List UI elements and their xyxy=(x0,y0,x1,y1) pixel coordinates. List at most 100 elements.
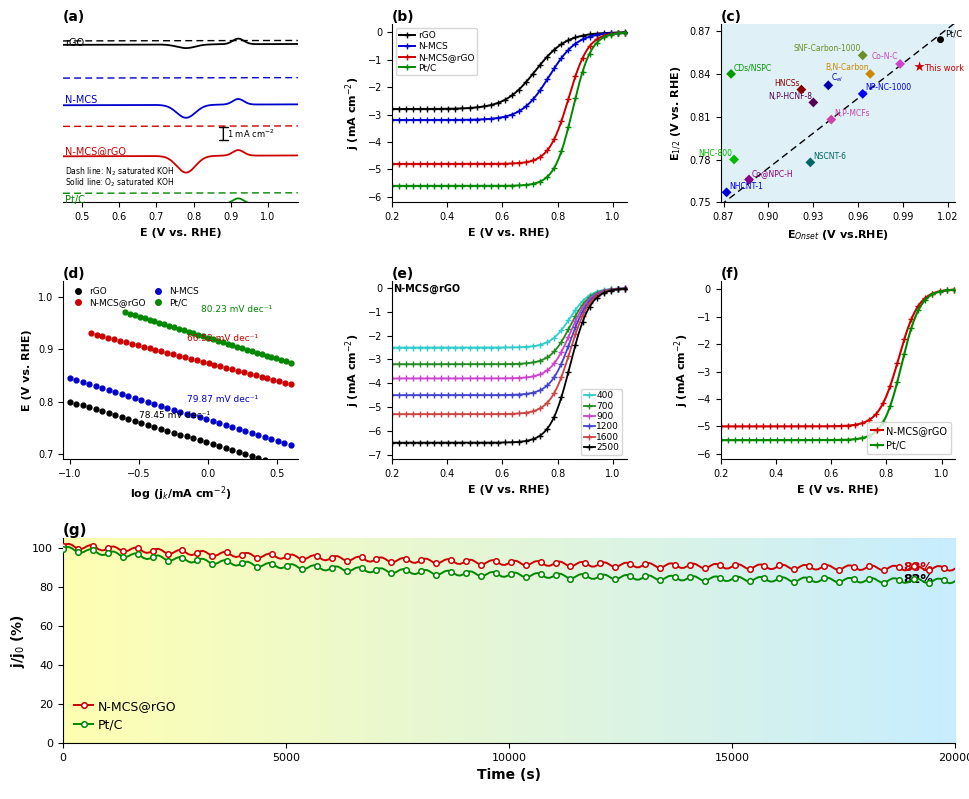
Pt/C xyxy=(241,345,253,355)
N-MCS@rGO xyxy=(414,159,425,169)
rGO xyxy=(116,412,128,422)
N-MCS@rGO xyxy=(114,336,126,346)
N-MCS@rGO xyxy=(620,28,632,38)
N-MCS xyxy=(207,416,219,426)
N-MCS@rGO xyxy=(60,539,72,549)
Pt/C xyxy=(203,333,214,343)
N-MCS xyxy=(555,54,567,63)
rGO xyxy=(414,104,425,113)
rGO xyxy=(246,451,258,461)
1200 xyxy=(479,390,490,400)
Pt/C xyxy=(158,320,170,329)
Pt/C xyxy=(212,336,224,345)
Text: 80.23 mV dec⁻¹: 80.23 mV dec⁻¹ xyxy=(201,305,272,315)
N-MCS@rGO xyxy=(168,349,179,359)
400 xyxy=(462,343,474,352)
Point xyxy=(932,34,948,46)
Text: 79.87 mV dec⁻¹: 79.87 mV dec⁻¹ xyxy=(187,395,259,403)
rGO xyxy=(83,403,95,412)
Text: B,N-Carbon: B,N-Carbon xyxy=(825,63,868,73)
N-MCS@rGO xyxy=(103,333,114,343)
700 xyxy=(386,360,397,369)
N-MCS@rGO xyxy=(807,422,819,431)
Pt/C xyxy=(861,431,873,441)
N-MCS@rGO xyxy=(285,380,297,389)
2500 xyxy=(414,438,425,447)
N-MCS@rGO xyxy=(173,351,185,360)
N-MCS@rGO xyxy=(386,159,397,169)
Pt/C xyxy=(414,181,425,191)
Text: CDs/NSPC: CDs/NSPC xyxy=(734,63,771,73)
Pt/C xyxy=(742,435,754,445)
rGO xyxy=(71,399,82,408)
Pt/C xyxy=(143,315,155,324)
X-axis label: E (V vs. RHE): E (V vs. RHE) xyxy=(140,228,221,237)
Point xyxy=(718,186,734,199)
N-MCS@rGO xyxy=(143,344,155,353)
Pt/C xyxy=(60,543,72,552)
Pt/C xyxy=(148,316,160,326)
Pt/C xyxy=(129,311,141,320)
N-MCS xyxy=(462,115,474,125)
N-MCS xyxy=(168,405,179,415)
Text: (g): (g) xyxy=(63,523,87,538)
2500 xyxy=(533,431,545,441)
2500 xyxy=(555,392,567,402)
N-MCS xyxy=(414,115,425,125)
Pt/C xyxy=(949,576,960,586)
Pt/C xyxy=(236,344,248,353)
Point xyxy=(891,58,907,70)
Line: N-MCS: N-MCS xyxy=(389,30,629,123)
Pt/C xyxy=(177,325,189,335)
rGO xyxy=(194,435,205,445)
N-MCS xyxy=(155,401,167,411)
700 xyxy=(414,360,425,369)
Pt/C xyxy=(172,324,184,333)
Pt/C xyxy=(462,181,474,191)
N-MCS@rGO xyxy=(588,562,600,571)
Pt/C xyxy=(811,577,823,586)
Text: NSCNT-6: NSCNT-6 xyxy=(813,152,846,161)
N-MCS@rGO xyxy=(226,364,237,374)
Pt/C xyxy=(198,332,209,341)
Pt/C xyxy=(222,339,234,348)
Pt/C xyxy=(227,340,238,350)
N-MCS@rGO xyxy=(149,345,161,355)
400 xyxy=(533,340,545,350)
rGO xyxy=(129,416,141,426)
rGO xyxy=(233,447,244,457)
N-MCS xyxy=(78,377,89,387)
rGO xyxy=(78,400,89,410)
Y-axis label: E (V vs. RHE): E (V vs. RHE) xyxy=(22,329,32,411)
Pt/C xyxy=(533,177,545,187)
N-MCS xyxy=(148,399,160,408)
N-MCS xyxy=(181,409,193,419)
N-MCS xyxy=(533,86,545,96)
N-MCS@rGO xyxy=(57,541,69,551)
N-MCS@rGO xyxy=(861,415,873,425)
900 xyxy=(386,374,397,384)
N-MCS@rGO xyxy=(555,117,567,126)
Line: rGO: rGO xyxy=(68,400,293,470)
rGO xyxy=(136,418,147,427)
N-MCS@rGO xyxy=(273,376,285,386)
N-MCS@rGO xyxy=(279,378,291,388)
700 xyxy=(555,337,567,347)
Pt/C xyxy=(556,143,568,153)
N-MCS xyxy=(285,440,297,450)
Pt/C xyxy=(943,578,954,588)
N-MCS@rGO xyxy=(243,369,255,379)
1600 xyxy=(556,369,568,379)
Text: Pt/C: Pt/C xyxy=(944,30,961,38)
N-MCS xyxy=(109,387,121,396)
N-MCS@rGO xyxy=(126,339,138,348)
Pt/C xyxy=(168,323,179,332)
N-MCS@rGO xyxy=(250,370,262,380)
Pt/C xyxy=(187,328,199,338)
X-axis label: E (V vs. RHE): E (V vs. RHE) xyxy=(797,485,878,495)
Text: (d): (d) xyxy=(63,267,85,281)
Text: 78.45 mV dec⁻¹: 78.45 mV dec⁻¹ xyxy=(139,411,210,420)
rGO xyxy=(148,422,160,431)
700 xyxy=(556,336,568,345)
Pt/C xyxy=(57,544,69,554)
